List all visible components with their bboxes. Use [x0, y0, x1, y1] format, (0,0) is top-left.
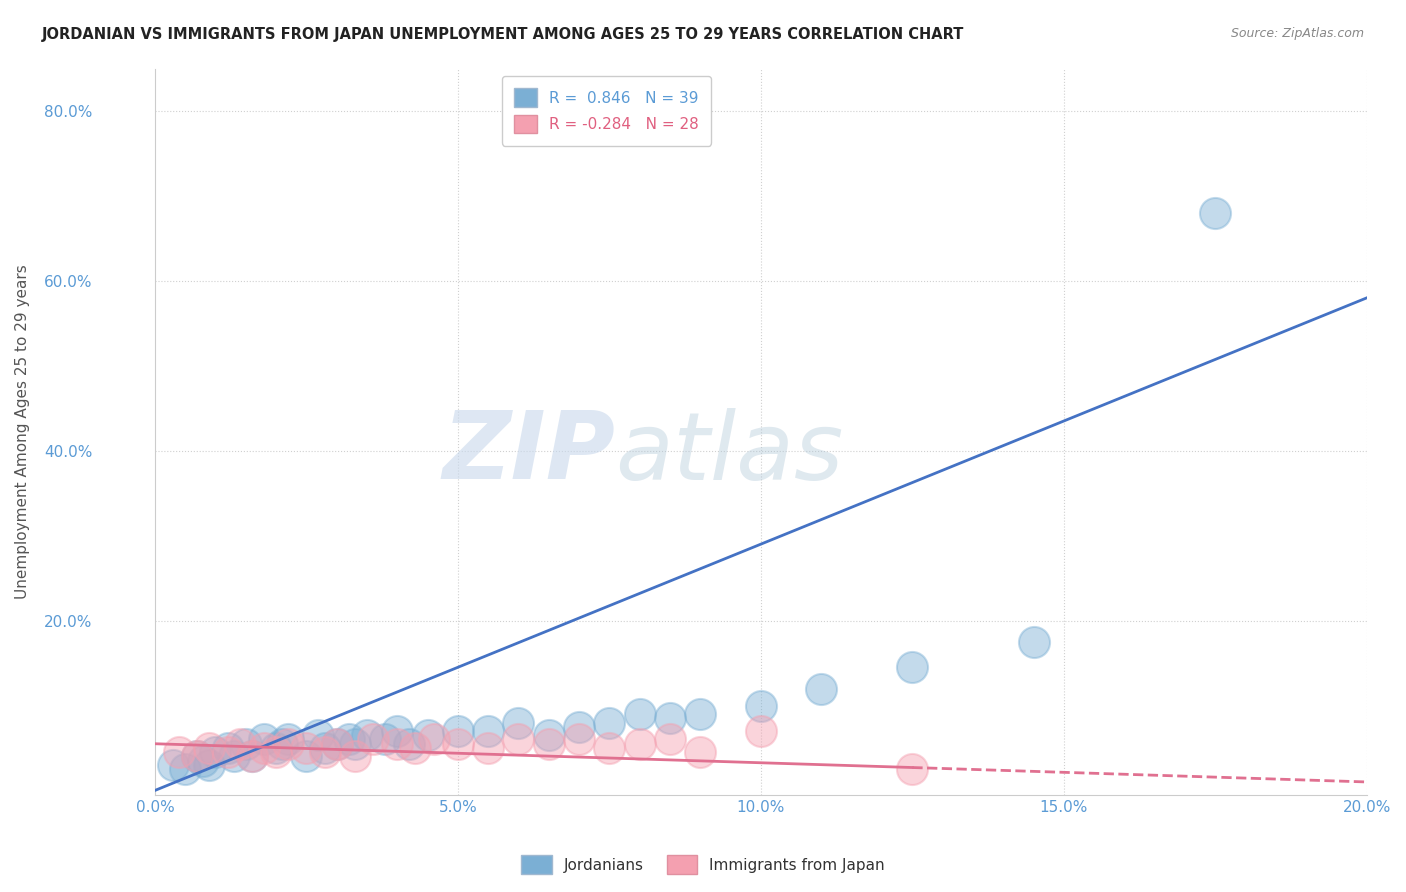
Point [193, 754, 215, 768]
Point [387, 737, 409, 751]
Point [277, 737, 299, 751]
Point [749, 698, 772, 713]
Point [229, 737, 252, 751]
Point [398, 737, 420, 751]
Point [508, 715, 530, 730]
Point [222, 749, 245, 764]
Point [343, 737, 366, 751]
Point [217, 745, 239, 759]
Point [235, 737, 257, 751]
Point [689, 745, 711, 759]
Point [598, 715, 620, 730]
Point [810, 681, 832, 696]
Point [508, 732, 530, 747]
Point [628, 706, 651, 721]
Point [186, 749, 208, 764]
Point [264, 741, 287, 756]
Y-axis label: Unemployment Among Ages 25 to 29 years: Unemployment Among Ages 25 to 29 years [15, 264, 30, 599]
Point [271, 737, 294, 751]
Point [314, 741, 336, 756]
Point [325, 737, 347, 751]
Point [658, 732, 681, 747]
Point [295, 741, 318, 756]
Text: atlas: atlas [616, 408, 844, 499]
Point [277, 732, 299, 747]
Point [204, 745, 226, 759]
Point [337, 732, 360, 747]
Text: JORDANIAN VS IMMIGRANTS FROM JAPAN UNEMPLOYMENT AMONG AGES 25 TO 29 YEARS CORREL: JORDANIAN VS IMMIGRANTS FROM JAPAN UNEMP… [42, 27, 965, 42]
Point [447, 724, 470, 739]
Legend: Jordanians, Immigrants from Japan: Jordanians, Immigrants from Japan [515, 849, 891, 880]
Text: Source: ZipAtlas.com: Source: ZipAtlas.com [1230, 27, 1364, 40]
Point [422, 732, 444, 747]
Point [477, 724, 499, 739]
Point [308, 728, 330, 742]
Point [537, 728, 560, 742]
Point [361, 732, 384, 747]
Point [253, 732, 276, 747]
Point [537, 737, 560, 751]
Point [240, 749, 263, 764]
Point [167, 745, 190, 759]
Point [749, 724, 772, 739]
Point [1022, 635, 1045, 649]
Point [404, 741, 426, 756]
Point [295, 749, 318, 764]
Point [689, 706, 711, 721]
Point [387, 724, 409, 739]
Point [356, 728, 378, 742]
Point [374, 732, 396, 747]
Point [325, 737, 347, 751]
Point [1204, 206, 1226, 220]
Point [447, 737, 470, 751]
Point [416, 728, 439, 742]
Point [568, 732, 591, 747]
Point [198, 741, 221, 756]
Point [901, 762, 924, 776]
Point [264, 745, 287, 759]
Legend: R =  0.846   N = 39, R = -0.284   N = 28: R = 0.846 N = 39, R = -0.284 N = 28 [502, 76, 711, 145]
Point [568, 720, 591, 734]
Point [658, 711, 681, 725]
Point [901, 660, 924, 674]
Point [253, 741, 276, 756]
Point [162, 758, 184, 772]
Point [343, 749, 366, 764]
Point [198, 758, 221, 772]
Point [217, 741, 239, 756]
Point [174, 762, 197, 776]
Point [598, 741, 620, 756]
Point [186, 749, 208, 764]
Point [628, 737, 651, 751]
Point [314, 745, 336, 759]
Point [240, 749, 263, 764]
Point [477, 741, 499, 756]
Text: ZIP: ZIP [443, 408, 616, 500]
